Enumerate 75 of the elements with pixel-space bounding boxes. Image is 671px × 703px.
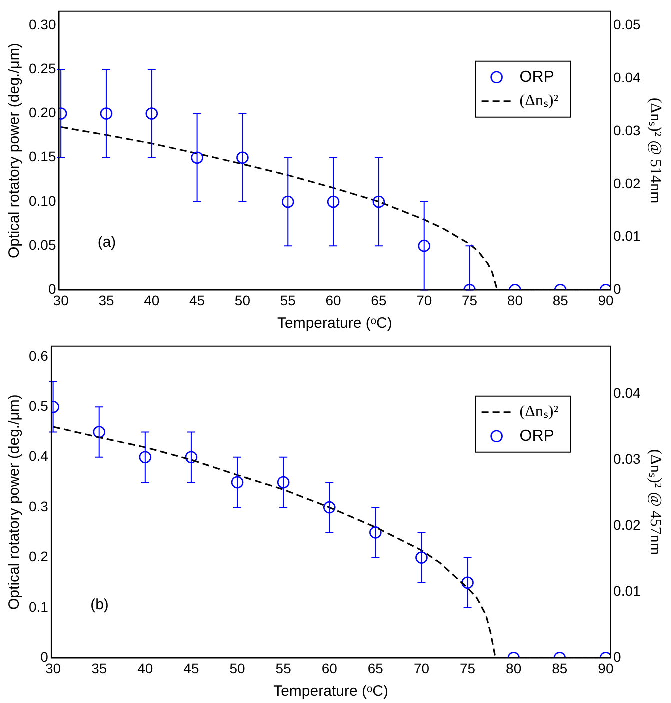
point — [277, 476, 290, 489]
x-tick-label: 85 — [552, 292, 569, 308]
y-tick-label: 0.3 — [28, 498, 49, 514]
x-tick-label: 35 — [98, 292, 114, 308]
y2-tick-label: 0.03 — [614, 450, 642, 467]
x-tick-label: 90 — [598, 660, 614, 676]
x-tick-label: 45 — [190, 292, 206, 308]
y-tick-label: 0.4 — [28, 448, 49, 464]
y2-axis-title: (Δnₛ)² @ 514nm — [647, 98, 664, 204]
legend-label: ORP — [520, 68, 554, 86]
point — [139, 451, 152, 464]
point — [282, 196, 294, 208]
y-tick-label: 0.10 — [29, 192, 56, 209]
x-tick-label: 90 — [598, 292, 614, 308]
y2-tick-label: 0.01 — [614, 583, 642, 599]
y2-tick-label: 0.02 — [614, 516, 642, 533]
point — [372, 196, 386, 208]
legend-label: (Δnₛ)² — [520, 92, 559, 110]
annotation: (a) — [98, 234, 116, 251]
legend-label: ORP — [520, 428, 554, 445]
y-tick-label: 0.20 — [29, 104, 56, 121]
legend-label: (Δnₛ)² — [520, 404, 559, 421]
x-tick-label: 80 — [506, 660, 522, 676]
x-tick-label: 80 — [507, 292, 524, 308]
x-tick-label: 75 — [462, 292, 478, 308]
y2-tick-label: 0.02 — [614, 175, 642, 192]
point — [185, 451, 198, 464]
point — [416, 552, 428, 564]
y2-axis-title: (Δnₛ)² @ 457nm — [647, 449, 664, 556]
y2-tick-label: 0.03 — [614, 122, 642, 138]
y-tick-label: 0.1 — [28, 598, 49, 615]
x-tick-label: 50 — [234, 292, 251, 308]
x-tick-label: 55 — [280, 292, 296, 308]
point — [191, 152, 204, 164]
x-tick-label: 55 — [276, 660, 292, 676]
y-axis-title: Optical rotatory power (deg./μm) — [6, 394, 24, 610]
x-tick-label: 60 — [322, 660, 338, 676]
point — [93, 426, 106, 438]
point — [146, 108, 158, 120]
x-tick-label: 45 — [184, 660, 200, 676]
y-tick-label: 0.30 — [29, 16, 56, 32]
point — [231, 476, 244, 489]
y-tick-label: 0.6 — [28, 348, 49, 364]
y2-tick-label: 0 — [614, 649, 622, 666]
x-tick-label: 70 — [416, 292, 432, 308]
x-tick-label: 85 — [552, 660, 568, 676]
x-tick-label: 30 — [46, 660, 62, 676]
y2-tick-label: 0.01 — [614, 228, 642, 244]
x-tick-label: 75 — [460, 660, 476, 676]
y2-tick-label: 0 — [614, 281, 622, 298]
x-tick-label: 70 — [414, 660, 430, 676]
x-axis-title: Temperature (ᵒC) — [274, 683, 388, 700]
y-tick-label: 0.25 — [29, 60, 56, 76]
x-tick-label: 35 — [92, 660, 108, 676]
annotation: (b) — [90, 596, 109, 614]
y-tick-label: 0.15 — [29, 148, 56, 165]
y2-tick-label: 0.04 — [614, 384, 642, 401]
point — [323, 501, 336, 514]
x-axis-title: Temperature (ᵒC) — [277, 315, 392, 332]
y2-tick-label: 0.04 — [614, 69, 642, 86]
x-tick-label: 50 — [230, 660, 246, 676]
point — [236, 152, 249, 164]
y-tick-label: 0.5 — [28, 398, 49, 414]
x-tick-label: 40 — [144, 292, 160, 308]
y-axis-title: Optical rotatory power (deg./μm) — [6, 43, 24, 258]
x-tick-label: 65 — [371, 292, 387, 308]
y-tick-label: 0.05 — [29, 236, 56, 253]
point — [100, 108, 113, 120]
y2-tick-label: 0.05 — [614, 16, 642, 33]
y-tick-label: 0.2 — [28, 548, 49, 565]
point — [370, 526, 382, 539]
x-tick-label: 60 — [326, 292, 342, 308]
x-tick-label: 65 — [368, 660, 384, 676]
point — [327, 196, 340, 208]
x-tick-label: 40 — [138, 660, 154, 676]
